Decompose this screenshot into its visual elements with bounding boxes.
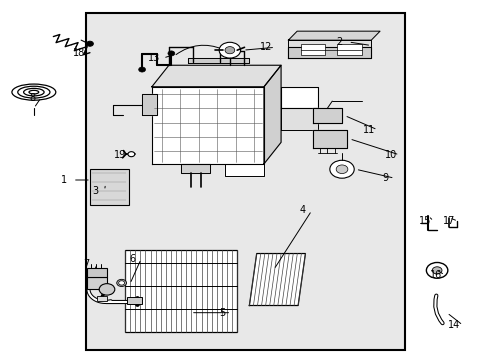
Circle shape <box>119 281 124 285</box>
Polygon shape <box>312 130 346 148</box>
Text: 8: 8 <box>29 93 35 103</box>
Polygon shape <box>281 87 317 108</box>
Bar <box>125 250 237 332</box>
Polygon shape <box>288 40 370 47</box>
Circle shape <box>167 51 174 56</box>
Polygon shape <box>312 108 341 123</box>
Polygon shape <box>224 164 264 176</box>
Polygon shape <box>181 164 210 173</box>
Polygon shape <box>281 108 317 130</box>
Circle shape <box>219 42 240 58</box>
Circle shape <box>99 284 115 295</box>
Text: 7: 7 <box>83 259 89 269</box>
Text: 3: 3 <box>93 186 99 196</box>
Bar <box>127 297 142 304</box>
Polygon shape <box>288 31 379 40</box>
Circle shape <box>86 41 93 46</box>
Circle shape <box>329 160 353 178</box>
Polygon shape <box>152 87 264 164</box>
Circle shape <box>128 152 135 157</box>
Polygon shape <box>249 253 305 306</box>
Circle shape <box>431 267 441 274</box>
Text: 6: 6 <box>129 254 135 264</box>
Circle shape <box>224 46 234 54</box>
Text: 16: 16 <box>429 270 441 280</box>
Polygon shape <box>142 94 157 116</box>
Text: 19: 19 <box>114 150 126 160</box>
Polygon shape <box>188 58 249 63</box>
Polygon shape <box>152 65 281 87</box>
Bar <box>300 44 325 55</box>
Text: 17: 17 <box>442 216 454 226</box>
Polygon shape <box>264 65 281 164</box>
Bar <box>86 13 405 350</box>
Text: 5: 5 <box>219 308 225 318</box>
Text: 18: 18 <box>72 48 84 58</box>
Text: 11: 11 <box>362 125 374 135</box>
Text: 2: 2 <box>336 37 342 47</box>
Circle shape <box>117 279 126 287</box>
Text: 4: 4 <box>299 206 305 216</box>
Text: 10: 10 <box>384 150 396 160</box>
Polygon shape <box>288 47 370 58</box>
Bar <box>336 44 361 55</box>
Circle shape <box>335 165 347 174</box>
Circle shape <box>426 262 447 278</box>
Circle shape <box>139 67 145 72</box>
Bar <box>97 296 107 301</box>
Text: 14: 14 <box>447 320 459 330</box>
Text: 1: 1 <box>61 175 67 185</box>
Bar <box>87 277 107 289</box>
Bar <box>87 268 107 277</box>
Text: 15: 15 <box>418 216 430 226</box>
Text: 12: 12 <box>260 42 272 52</box>
Bar <box>90 169 129 205</box>
Text: 9: 9 <box>382 173 388 183</box>
Text: 13: 13 <box>148 53 160 63</box>
